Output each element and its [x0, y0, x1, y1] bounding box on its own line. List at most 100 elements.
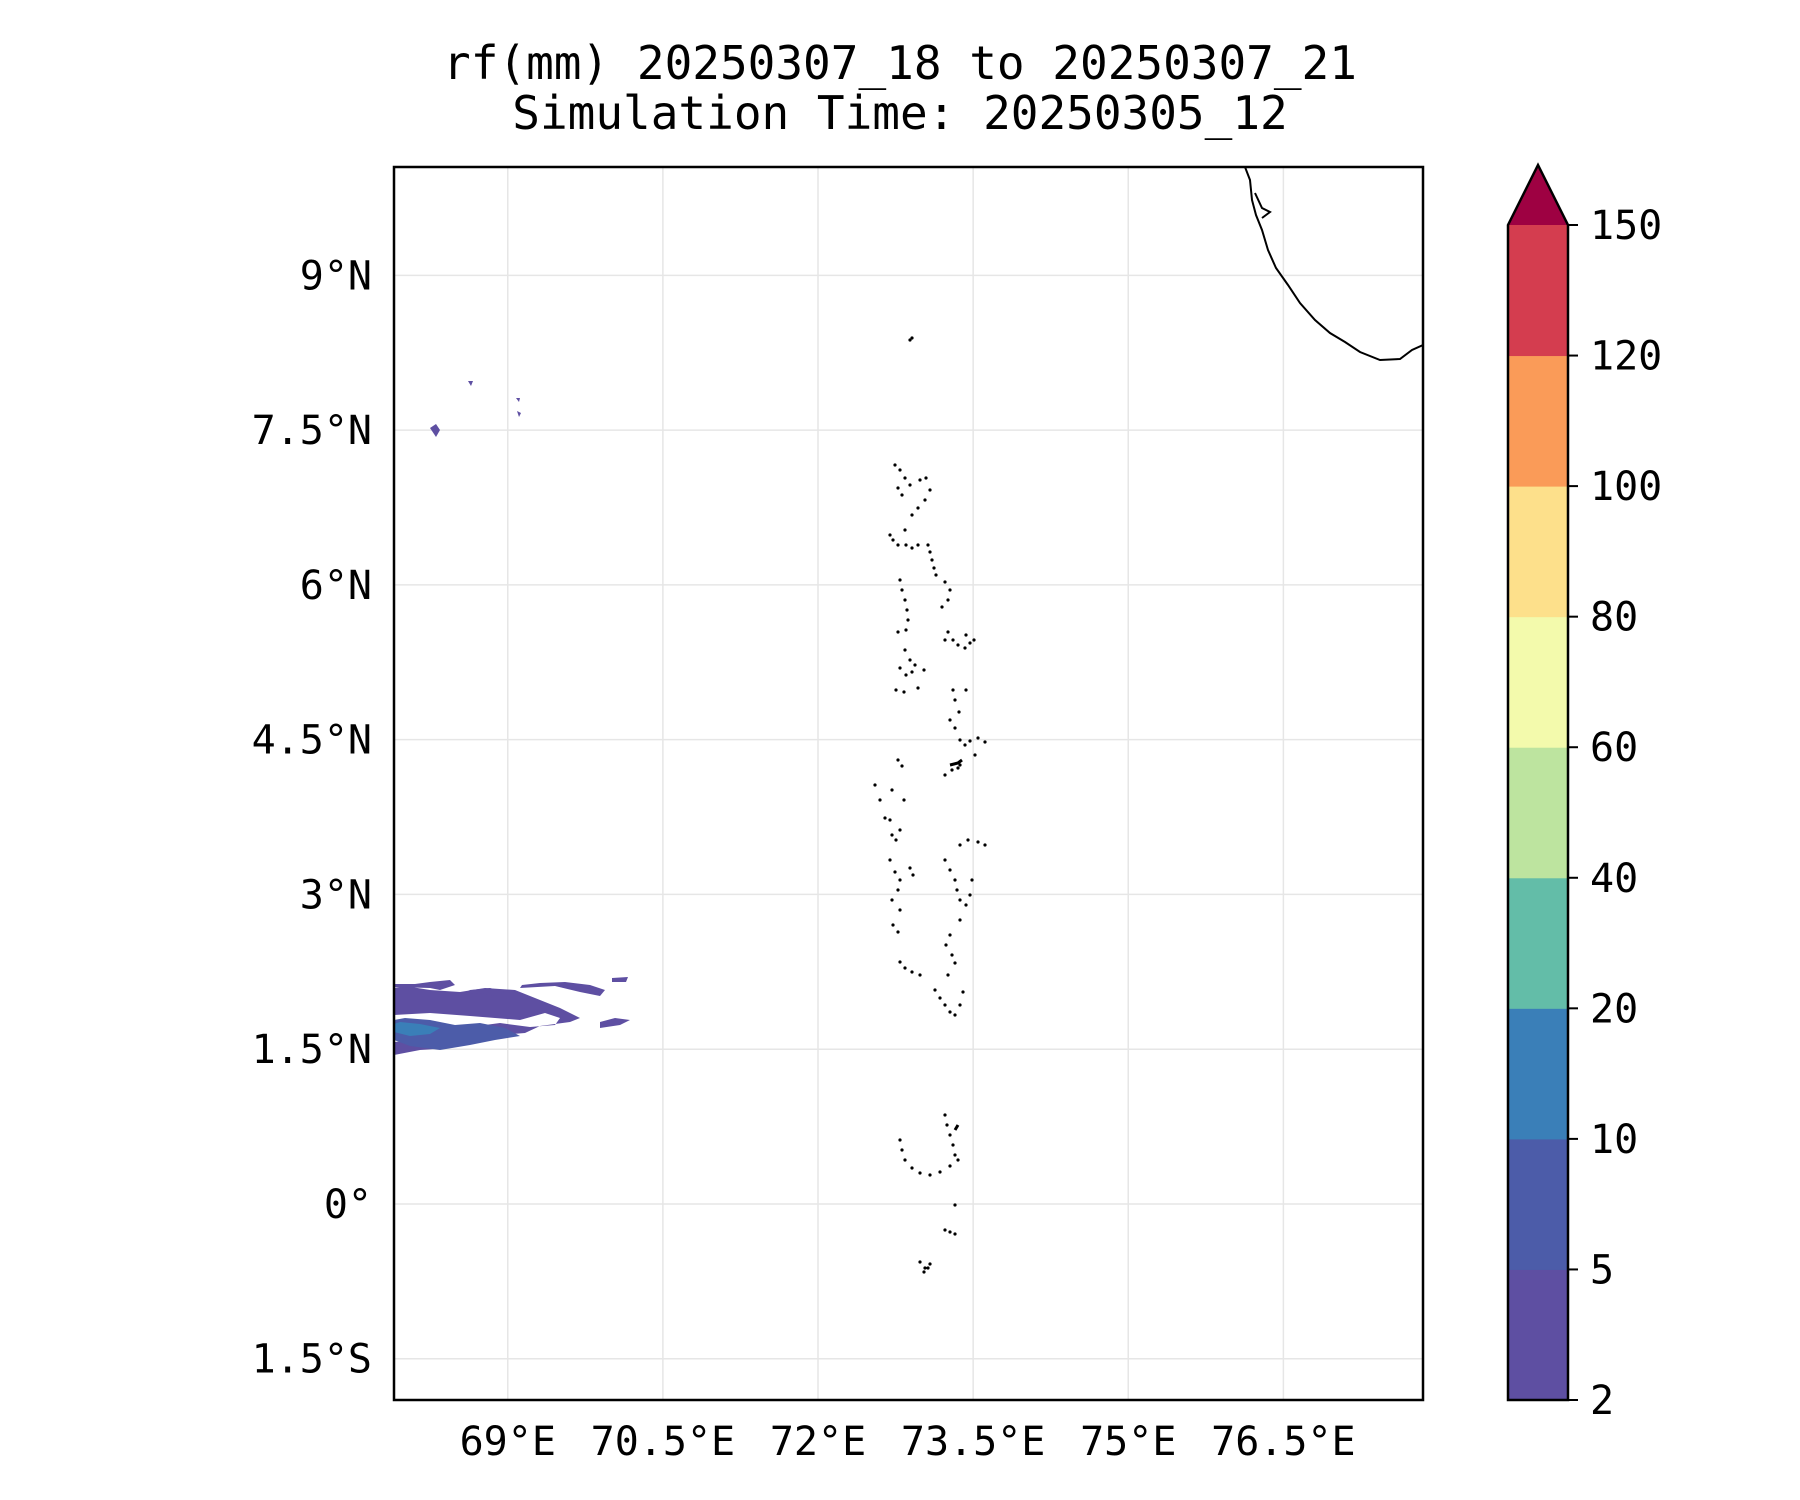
- island-dot: [878, 798, 882, 802]
- latitude-labels: 9°N 7.5°N 6°N 4.5°N 3°N 1.5°N 0° 1.5°S: [252, 253, 372, 1382]
- colorbar-label: 80: [1590, 595, 1638, 641]
- island-dot: [983, 843, 987, 847]
- island-dot: [898, 960, 902, 964]
- island-dot: [940, 605, 944, 609]
- island-dot: [938, 996, 942, 1000]
- colorbar-segment: [1508, 877, 1568, 1009]
- island-dot: [948, 1164, 952, 1168]
- rainfall-field: [394, 381, 630, 1055]
- island-dot: [968, 739, 972, 743]
- lon-tick-label: 73.5°E: [901, 1419, 1046, 1465]
- island-dot: [916, 686, 920, 690]
- colorbar-label: 10: [1590, 1117, 1638, 1163]
- island-dot: [946, 630, 950, 634]
- island-dot: [964, 903, 968, 907]
- island-dot: [908, 338, 912, 342]
- island-dot: [904, 543, 908, 547]
- lat-tick-label: 7.5°N: [252, 408, 372, 454]
- island-dot: [928, 488, 932, 492]
- colorbar-segment: [1508, 616, 1568, 748]
- island-dot: [943, 773, 947, 777]
- colorbar-segment: [1508, 225, 1568, 357]
- island-dot: [961, 990, 965, 994]
- island-dot: [958, 843, 962, 847]
- island-dot: [922, 668, 926, 672]
- island-dot: [918, 973, 922, 977]
- island-dot: [964, 688, 968, 692]
- island-dot: [958, 738, 962, 742]
- island-dot: [955, 888, 959, 892]
- island-dot: [896, 758, 900, 762]
- island-dot: [910, 336, 914, 340]
- island-dot: [918, 1171, 922, 1175]
- coastline-mainland: [1244, 167, 1423, 362]
- island-dot: [890, 788, 894, 792]
- rain-region-small-1: [430, 424, 440, 437]
- island-dot: [903, 528, 907, 532]
- island-dot: [964, 633, 968, 637]
- colorbar-segment: [1508, 1008, 1568, 1140]
- island-dot: [898, 878, 902, 882]
- island-dot: [943, 1113, 947, 1117]
- island-dot: [910, 670, 914, 674]
- island-dot: [896, 930, 900, 934]
- island-dot: [948, 588, 952, 592]
- island-dot: [904, 628, 908, 632]
- island-dot: [922, 1270, 926, 1274]
- island-dot: [918, 478, 922, 482]
- island-dot: [943, 1228, 947, 1232]
- colorbar-segment: [1508, 355, 1568, 487]
- island-dot: [888, 533, 892, 537]
- island-dot: [928, 550, 932, 554]
- island-dot: [930, 558, 934, 562]
- island-dot: [891, 538, 895, 542]
- island-dot: [953, 726, 957, 730]
- coastline: [1244, 167, 1423, 362]
- island-dot: [968, 641, 972, 645]
- island-dot: [950, 768, 954, 772]
- island-dot: [951, 638, 955, 642]
- colorbar-label: 150: [1590, 203, 1662, 249]
- lat-tick-label: 6°N: [300, 563, 372, 609]
- map-frame: [392, 165, 1425, 1402]
- colorbar-label: 120: [1590, 334, 1662, 380]
- island-dot: [910, 1166, 914, 1170]
- map-title-line2: Simulation Time: 20250305_12: [512, 86, 1288, 140]
- rain-region-small-3: [516, 398, 521, 417]
- island-dot: [918, 1260, 922, 1264]
- island-dot: [968, 893, 972, 897]
- colorbar-label: 60: [1590, 725, 1638, 771]
- island-dot: [951, 688, 955, 692]
- island-dot: [913, 663, 917, 667]
- colorbar-label: 20: [1590, 986, 1638, 1032]
- colorbar-outline: [1506, 162, 1570, 1402]
- island-dot: [904, 673, 908, 677]
- island-dot: [893, 463, 897, 467]
- island-dot: [972, 638, 976, 642]
- island-dot: [958, 763, 962, 767]
- island-dot: [908, 658, 912, 662]
- lat-tick-label: 0°: [324, 1182, 372, 1228]
- island-dot: [948, 933, 952, 937]
- island-dot: [894, 688, 898, 692]
- island-dot: [966, 838, 970, 842]
- lon-tick-label: 70.5°E: [591, 1419, 736, 1465]
- lat-tick-label: 9°N: [300, 253, 372, 299]
- colorbar-label: 2: [1590, 1378, 1614, 1424]
- island-dot: [943, 1003, 947, 1007]
- island-dot: [888, 858, 892, 862]
- island-dot: [983, 740, 987, 744]
- rain-region-small-2: [468, 381, 473, 386]
- colorbar-label: 100: [1590, 464, 1662, 510]
- island-dot: [891, 923, 895, 927]
- island-dot: [902, 798, 906, 802]
- island-dot: [943, 858, 947, 862]
- island-dot: [953, 878, 957, 882]
- island-dot: [898, 468, 902, 472]
- island-dot: [976, 736, 980, 740]
- island-dot: [916, 506, 920, 510]
- island-dot: [956, 643, 960, 647]
- longitude-labels: 69°E 70.5°E 72°E 73.5°E 75°E 76.5°E: [460, 1419, 1356, 1465]
- island-dot: [896, 888, 900, 892]
